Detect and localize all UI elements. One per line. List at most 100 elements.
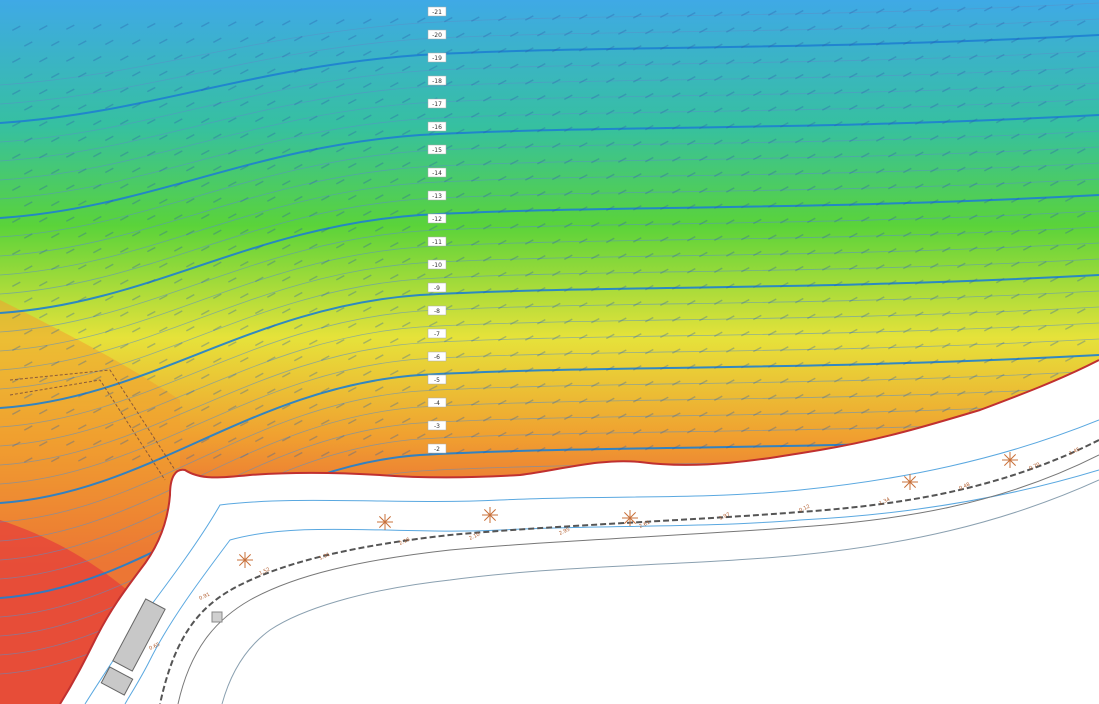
spot-depth-mark — [996, 85, 1005, 92]
spot-depth-mark — [119, 343, 129, 349]
spot-depth-mark — [1050, 340, 1059, 347]
land-spot-height: 2.61 — [638, 520, 651, 530]
spot-depth-mark — [834, 281, 843, 287]
spot-depth-mark — [1050, 212, 1059, 219]
spot-depth-mark — [1065, 324, 1074, 330]
spot-depth-mark — [363, 274, 372, 280]
spot-depth-mark — [174, 406, 183, 412]
spot-depth-mark — [470, 432, 480, 438]
spot-depth-mark — [645, 444, 654, 451]
spot-depth-mark — [77, 136, 87, 142]
spot-depth-mark — [174, 22, 183, 28]
spot-depth-mark — [768, 362, 777, 368]
spot-depth-mark — [282, 308, 291, 314]
spot-depth-mark — [282, 340, 291, 346]
spot-depth-mark — [753, 122, 762, 129]
spot-depth-mark — [564, 190, 573, 196]
land-spot-height: 1.45 — [1068, 447, 1081, 457]
spot-depth-mark — [185, 358, 195, 364]
spot-depth-mark — [606, 141, 615, 148]
depth-scale-tick: -12 — [427, 213, 447, 224]
spot-depth-mark — [93, 407, 102, 414]
spot-depth-mark — [186, 262, 195, 268]
spot-depth-mark — [849, 72, 858, 79]
spot-depth-mark — [429, 321, 438, 327]
spot-depth-mark — [78, 168, 87, 174]
spot-depth-mark — [174, 342, 183, 348]
spot-depth-mark — [363, 242, 372, 248]
spot-depth-mark — [24, 233, 33, 239]
spot-depth-mark — [510, 159, 519, 166]
spot-depth-mark — [564, 286, 573, 292]
depth-scale-tick: -11 — [427, 236, 447, 247]
spot-depth-mark — [267, 68, 276, 74]
spot-depth-mark — [23, 393, 33, 399]
spot-depth-mark — [120, 23, 129, 29]
shed — [211, 611, 223, 623]
spot-depth-mark — [471, 80, 480, 86]
spot-depth-mark — [876, 40, 885, 46]
spot-depth-mark — [795, 329, 804, 336]
spot-depth-mark — [579, 398, 588, 404]
spot-depth-mark — [996, 181, 1005, 188]
depth-scale-tick: -3 — [427, 420, 447, 431]
spot-depth-mark — [402, 97, 411, 104]
spot-depth-mark — [552, 238, 561, 245]
spot-depth-mark — [525, 399, 534, 405]
spot-depth-mark — [1050, 276, 1059, 283]
spot-depth-mark — [201, 405, 210, 412]
spot-depth-mark — [66, 24, 75, 30]
spot-depth-mark — [660, 396, 669, 403]
spot-depth-mark — [390, 209, 399, 216]
spot-depth-mark — [1077, 148, 1086, 154]
spot-depth-mark — [942, 54, 951, 61]
spot-depth-mark — [633, 141, 642, 147]
spot-depth-mark — [1023, 85, 1032, 91]
spot-depth-mark — [537, 319, 546, 325]
survey-boundary — [9, 369, 176, 471]
spot-depth-mark — [119, 375, 129, 381]
spot-depth-mark — [158, 390, 168, 397]
spot-depth-mark — [498, 335, 507, 342]
spot-depth-mark — [147, 374, 156, 381]
spot-depth-mark — [66, 344, 75, 350]
spot-depth-mark — [402, 385, 411, 392]
spot-depth-mark — [363, 18, 372, 24]
spot-depth-mark — [942, 86, 951, 93]
spot-depth-mark — [930, 327, 939, 333]
spot-depth-mark — [348, 194, 357, 201]
spot-depth-mark — [741, 42, 750, 49]
spot-depth-mark — [174, 310, 183, 316]
spot-depth-mark — [552, 334, 561, 341]
spot-depth-mark — [213, 261, 222, 267]
spot-depth-mark — [660, 76, 669, 83]
spot-depth-mark — [24, 105, 33, 111]
spot-depth-mark — [66, 184, 75, 190]
spot-depth-mark — [320, 323, 330, 329]
spot-depth-mark — [402, 33, 411, 40]
spot-depth-mark — [147, 438, 156, 445]
spot-depth-mark — [293, 419, 303, 426]
spot-depth-mark — [903, 423, 912, 430]
spot-depth-mark — [699, 347, 708, 354]
contour-line — [0, 274, 1099, 409]
spot-depth-mark — [402, 225, 411, 232]
spot-depth-mark — [201, 437, 210, 444]
spot-depth-mark — [537, 95, 546, 101]
tree-icon — [377, 514, 393, 530]
spot-depth-mark — [132, 103, 141, 109]
spot-depth-mark — [780, 26, 789, 32]
spot-depth-mark — [714, 267, 723, 273]
spot-depth-mark — [888, 184, 897, 190]
spot-depth-mark — [363, 306, 372, 312]
spot-depth-mark — [1065, 228, 1074, 234]
spot-depth-mark — [807, 57, 816, 64]
depth-scale-label: -10 — [432, 262, 442, 269]
spot-depth-mark — [213, 133, 222, 139]
spot-depth-mark — [509, 95, 519, 102]
spot-depth-mark — [726, 155, 735, 161]
spot-depth-mark — [66, 440, 75, 446]
spot-depth-mark — [984, 38, 993, 44]
spot-depth-mark — [201, 373, 210, 380]
spot-depth-mark — [969, 278, 978, 284]
